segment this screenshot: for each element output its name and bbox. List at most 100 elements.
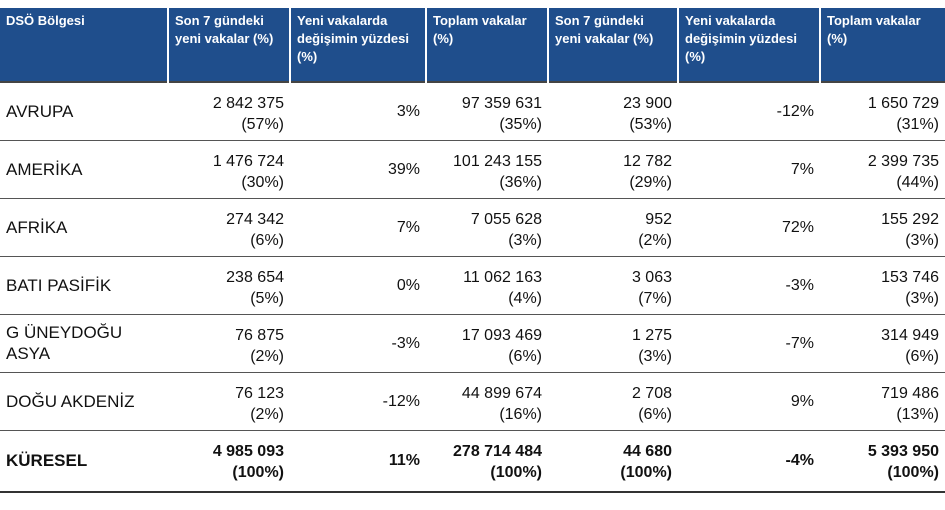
cell-change: -3% [290,314,426,373]
cell-share: (13%) [896,405,939,423]
cell-change: -4% [678,430,820,493]
cell-share: (6%) [508,347,542,365]
cell-value: 153 746 (3%) [820,256,945,315]
cell-count: 719 486 [881,384,939,402]
cell-value: 314 949 (6%) [820,314,945,373]
cell-share: (4%) [508,289,542,307]
cell-share: (29%) [629,173,672,191]
table-row: AMERİKA 1 476 724 (30%) 39% 101 243 155 (3… [0,140,945,199]
cell-count: 2 842 375 [212,95,284,112]
cell-share: (6%) [250,231,284,249]
cell-value: 101 243 155 (36%) [426,140,548,199]
cell-count: 4 985 093 [212,442,284,460]
cell-value: 2 708 (6%) [548,372,678,431]
cell-share: (6%) [638,405,672,423]
cell-value: 44 680 (100%) [548,430,678,493]
region-name: AVRUPA [0,81,168,141]
cell-count: 44 899 674 [461,384,542,402]
header-total-deaths: Toplam vakalar (%) [820,8,945,82]
cell-count: 314 949 [881,326,939,344]
cell-value: 2 399 735 (44%) [820,140,945,199]
region-name: AMERİKA [0,140,168,199]
header-new-cases-7d: Son 7 gündeki yeni vakalar (%) [168,8,291,82]
cell-count: 2 399 735 [867,152,939,170]
total-label: KÜRESEL [0,430,168,493]
table-row: DOĞU AKDENİZ 76 123 (2%) -12% 44 899 674 (… [0,372,945,431]
cell-share: (57%) [241,116,284,133]
cell-value: 2 842 375 (57%) [168,81,290,141]
cell-count: 3 063 [631,268,672,286]
cell-share: (44%) [896,173,939,191]
cell-count: 76 875 [235,326,284,344]
cell-value: 1 650 729 (31%) [820,81,945,141]
cell-value: 3 063 (7%) [548,256,678,315]
cell-value: 1 476 724 (30%) [168,140,290,199]
cell-change: 72% [678,198,820,257]
header-change-pct: Yeni vakalarda değişimin yüzdesi (%) [290,8,427,82]
cell-share: (100%) [887,463,939,481]
cell-count: 5 393 950 [867,442,939,460]
cell-change: 0% [290,256,426,315]
cell-change: 7% [290,198,426,257]
cell-share: (3%) [905,289,939,307]
cell-share: (16%) [499,405,542,423]
cell-value: 97 359 631 (35%) [426,81,548,141]
cell-change: -3% [678,256,820,315]
cell-count: 1 650 729 [867,95,939,112]
cell-change: 39% [290,140,426,199]
cell-value: 23 900 (53%) [548,81,678,141]
header-new-deaths-7d: Son 7 gündeki yeni vakalar (%) [548,8,679,82]
cell-count: 76 123 [235,384,284,402]
cell-share: (3%) [508,231,542,249]
cell-share: (2%) [638,231,672,249]
cell-count: 11 062 163 [463,268,542,286]
cell-count: 274 342 [226,210,284,228]
total-row: KÜRESEL 4 985 093 (100%) 11% 278 714 484 (… [0,430,945,493]
cell-count: 101 243 155 [453,152,542,170]
cell-count: 1 275 [631,326,672,344]
cell-value: 952 (2%) [548,198,678,257]
cell-count: 153 746 [881,268,939,286]
cell-value: 76 123 (2%) [168,372,290,431]
cell-share: (35%) [499,116,542,133]
cell-value: 278 714 484 (100%) [426,430,548,493]
region-name: BATI PASİFİK [0,256,168,315]
cell-value: 17 093 469 (6%) [426,314,548,373]
table-row: AVRUPA 2 842 375 (57%) 3% 97 359 631 (35%)… [0,81,945,141]
cell-value: 274 342 (6%) [168,198,290,257]
cell-value: 5 393 950 (100%) [820,430,945,493]
cell-value: 12 782 (29%) [548,140,678,199]
region-name: AFRİKA [0,198,168,257]
region-name: G ÜNEYDOĞU ASYA [0,314,168,373]
cell-share: (2%) [250,405,284,423]
cell-count: 278 714 484 [453,442,542,460]
cell-share: (3%) [905,231,939,249]
cell-count: 155 292 [881,210,939,228]
cell-share: (3%) [638,347,672,365]
cell-share: (2%) [250,347,284,365]
header-total-cases: Toplam vakalar (%) [426,8,549,82]
cell-share: (100%) [620,463,672,481]
cell-value: 7 055 628 (3%) [426,198,548,257]
cell-share: (5%) [250,289,284,307]
cell-count: 17 093 469 [461,326,542,344]
cell-count: 238 654 [226,268,284,286]
cell-count: 2 708 [631,384,672,402]
header-deaths-change-pct: Yeni vakalarda değişimin yüzdesi (%) [678,8,821,82]
header-region: DSÖ Bölgesi [0,8,169,82]
cell-share: (7%) [638,289,672,307]
header-row: DSÖ Bölgesi Son 7 gündeki yeni vakalar (… [0,8,945,82]
cell-count: 7 055 628 [470,210,542,228]
cell-change: 11% [290,430,426,493]
cell-share: (100%) [232,463,284,481]
cell-count: 1 476 724 [212,152,284,170]
cell-share: (36%) [499,173,542,191]
cell-count: 97 359 631 [461,95,542,112]
cell-value: 76 875 (2%) [168,314,290,373]
cell-count: 952 [645,210,672,228]
cell-change: 9% [678,372,820,431]
cell-count: 44 680 [623,442,672,460]
cell-change: -12% [678,81,820,141]
cell-share: (6%) [905,347,939,365]
cell-change: -12% [290,372,426,431]
